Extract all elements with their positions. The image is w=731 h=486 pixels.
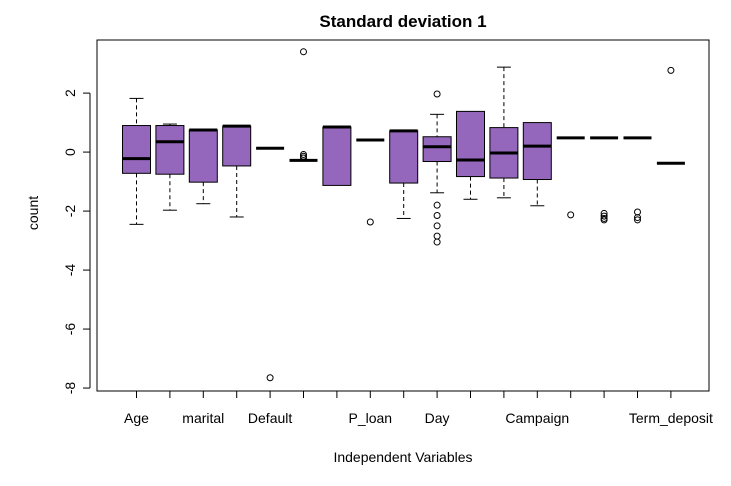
x-axis-label: Independent Variables: [333, 449, 472, 465]
box-11: [489, 66, 519, 199]
box-10: [456, 110, 485, 200]
outlier-point: [300, 48, 307, 56]
box-6: [322, 125, 352, 186]
iqr-box: [222, 125, 252, 167]
box-14: [590, 136, 619, 224]
outlier-point: [600, 216, 608, 224]
outlier-point: [634, 214, 641, 222]
outlier-point: [433, 90, 441, 98]
y-tick-label: -6: [62, 323, 78, 336]
outlier-point: [366, 218, 374, 226]
outlier-point: [300, 154, 307, 162]
box-2: [188, 128, 218, 205]
box-8: [389, 129, 419, 219]
x-tick-label: Age: [124, 410, 149, 426]
chart-title: Standard deviation 1: [319, 12, 486, 31]
y-tick-label: 0: [62, 148, 78, 156]
box-9: [422, 90, 452, 246]
box-15: [623, 136, 652, 224]
y-axis: -8 -6 -4 -2 0 2: [62, 89, 91, 395]
x-tick-label: Default: [248, 410, 292, 426]
boxes: [122, 48, 685, 382]
iqr-box: [389, 130, 419, 184]
x-tick-label: marital: [182, 410, 224, 426]
box-5: [289, 48, 318, 162]
y-tick-label: -2: [62, 205, 78, 218]
iqr-box: [188, 129, 218, 183]
outlier-point: [634, 208, 641, 216]
x-axis: Age marital Default P_loan Day Campaign Term_d…: [124, 390, 713, 426]
outlier-point: [567, 211, 575, 219]
outlier-point: [634, 216, 641, 224]
iqr-box: [122, 125, 151, 174]
outlier-point: [433, 232, 441, 240]
iqr-box: [155, 125, 185, 175]
y-tick-label: -8: [62, 382, 78, 395]
iqr-box: [456, 110, 485, 178]
outlier-point: [433, 212, 441, 219]
outlier-point: [600, 212, 608, 220]
y-tick-label: 2: [62, 89, 78, 97]
box-3: [222, 124, 252, 218]
plot-frame: [96, 39, 710, 392]
y-tick-label: -4: [62, 264, 78, 277]
box-4: [256, 146, 285, 382]
x-tick-label: Day: [425, 410, 450, 426]
iqr-box: [322, 126, 352, 186]
box-13: [556, 136, 585, 219]
x-tick-label: Campaign: [505, 410, 569, 426]
x-tick-label: Term_deposit: [629, 410, 713, 426]
x-tick-label: P_loan: [349, 410, 393, 426]
outlier-point: [667, 66, 675, 74]
box-7: [356, 138, 385, 226]
box-16: [656, 66, 685, 165]
box-1: [155, 123, 185, 211]
outlier-point: [266, 374, 274, 382]
iqr-box: [522, 122, 552, 181]
box-0: [122, 97, 151, 225]
box-12: [522, 122, 552, 207]
iqr-box: [422, 136, 452, 163]
outlier-point: [433, 201, 441, 209]
y-axis-label: count: [25, 196, 41, 230]
outlier-point: [433, 238, 441, 246]
outlier-point: [433, 222, 441, 230]
